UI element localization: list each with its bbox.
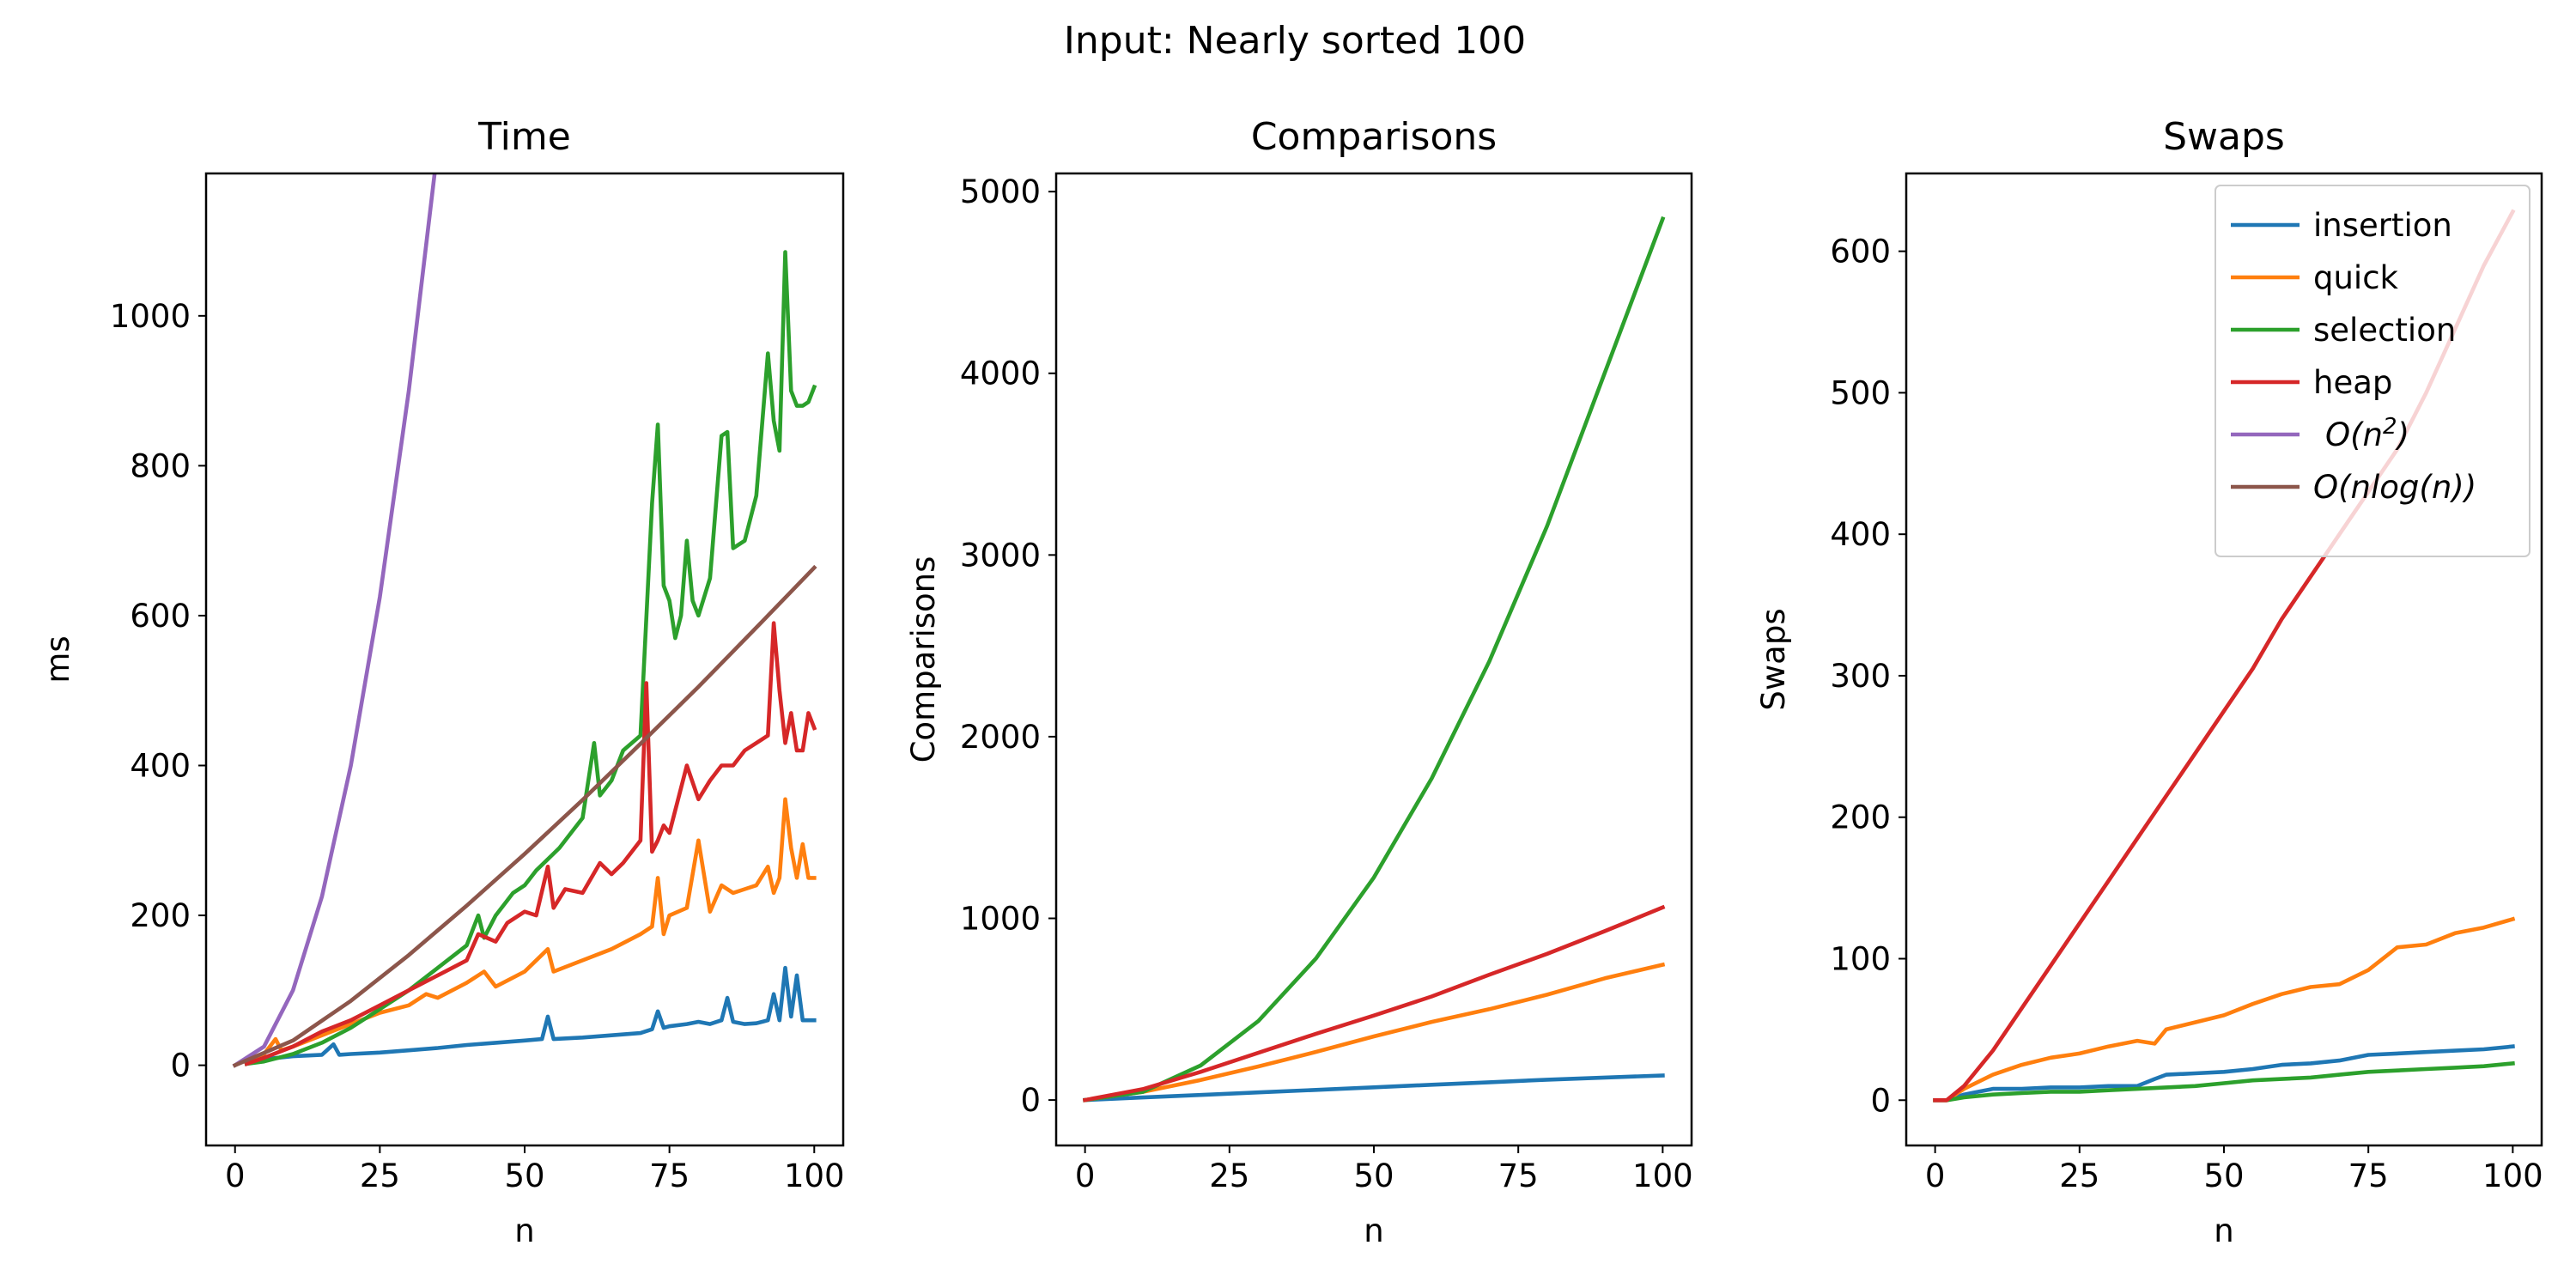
x-tick-label: 75	[649, 1157, 690, 1194]
y-axis-label: Comparisons	[905, 556, 942, 763]
y-tick-label: 1000	[110, 298, 191, 335]
legend-label-superscript: 2	[2383, 414, 2397, 440]
series-line-4	[244, 621, 817, 1066]
y-tick-label: 100	[1830, 940, 1891, 977]
legend-label-part: O(n	[2325, 416, 2383, 453]
panel-title: Swaps	[2163, 115, 2285, 159]
series-line-1	[1083, 1073, 1665, 1103]
series-line-2	[1083, 962, 1666, 1103]
series-line-3	[244, 250, 817, 1066]
x-axis-label: n	[1364, 1212, 1383, 1249]
legend: insertion quick selection heap O(n2) O(nlo…	[2215, 185, 2530, 557]
panel-title: Time	[477, 115, 571, 159]
y-tick-label: 800	[130, 447, 191, 484]
x-axis-label: n	[514, 1212, 534, 1249]
y-tick-label: 4000	[960, 355, 1041, 392]
series-line-1	[1933, 1044, 2515, 1103]
x-tick-label: 0	[1925, 1157, 1946, 1194]
legend-label: quick	[2313, 259, 2399, 296]
y-tick-label: 200	[1830, 799, 1891, 836]
panel-2: 0 25 50 75 100010002000300040005000Compariso…	[905, 115, 1693, 1249]
x-tick-label: 75	[1498, 1157, 1539, 1194]
x-tick-label: 0	[225, 1157, 246, 1194]
x-tick-label: 25	[360, 1157, 400, 1194]
y-tick-label: 300	[1830, 658, 1891, 695]
y-axis-label: Swaps	[1755, 608, 1792, 710]
legend-label: selection	[2313, 312, 2456, 349]
x-tick-label: 75	[2348, 1157, 2389, 1194]
y-tick-label: 600	[130, 598, 191, 635]
y-axis-label: ms	[39, 635, 76, 683]
x-tick-label: 50	[2203, 1157, 2244, 1194]
y-tick-label: 3000	[960, 537, 1041, 574]
series-line-1	[244, 965, 817, 1066]
y-tick-label: 500	[1830, 374, 1891, 411]
y-tick-label: 1000	[960, 901, 1041, 938]
legend-label: heap	[2313, 364, 2392, 401]
x-tick-label: 100	[784, 1157, 845, 1194]
legend-label: O(nlog(n))	[2313, 469, 2476, 506]
x-tick-label: 50	[1353, 1157, 1394, 1194]
series-line-5	[232, 173, 437, 1068]
x-tick-label: 100	[2482, 1157, 2543, 1194]
series-group	[232, 173, 817, 1068]
legend-label: insertion	[2313, 207, 2452, 244]
x-tick-label: 50	[504, 1157, 544, 1194]
y-tick-label: 600	[1830, 234, 1891, 270]
y-tick-label: 0	[1020, 1082, 1041, 1119]
y-tick-label: 0	[1870, 1082, 1891, 1119]
legend-label-part: )	[2395, 416, 2409, 453]
x-tick-label: 25	[1209, 1157, 1249, 1194]
x-axis-label: n	[2214, 1212, 2233, 1249]
x-tick-label: 0	[1075, 1157, 1096, 1194]
y-tick-label: 0	[170, 1048, 191, 1084]
y-tick-label: 200	[130, 897, 191, 934]
y-tick-label: 2000	[960, 719, 1041, 756]
y-tick-label: 400	[130, 747, 191, 784]
panel-3: 0 25 50 75 100 0 100 200 300 400 500 600 Swaps n Swaps	[1755, 115, 2543, 1249]
x-tick-label: 25	[2059, 1157, 2099, 1194]
series-group	[1082, 216, 1666, 1103]
series-line-4	[1082, 904, 1666, 1103]
y-tick-label: 5000	[960, 173, 1041, 210]
series-line-3	[1083, 216, 1666, 1103]
y-tick-label: 400	[1830, 516, 1891, 553]
x-tick-label: 100	[1632, 1157, 1693, 1194]
series-line-2	[1933, 916, 2516, 1103]
panel-title: Comparisons	[1251, 115, 1497, 159]
series-line-3	[1933, 1060, 2515, 1103]
figure-title: Input: Nearly sorted 100	[1064, 19, 1526, 63]
legend-label: O(n2)	[2325, 414, 2409, 453]
series-line-6	[232, 564, 817, 1068]
